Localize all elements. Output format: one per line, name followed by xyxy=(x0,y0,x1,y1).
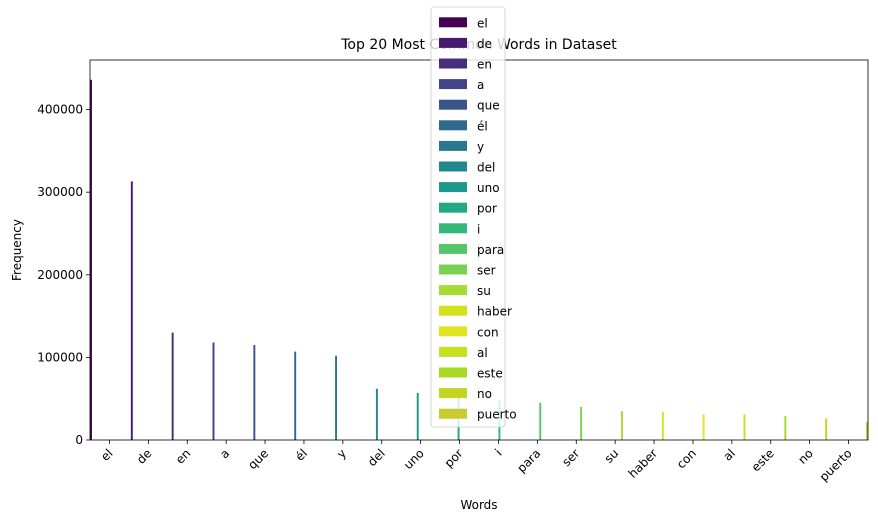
y-tick-label: 400000 xyxy=(37,103,83,117)
bar-este xyxy=(784,416,787,440)
bar-su xyxy=(620,411,623,440)
bar-que xyxy=(253,345,256,440)
legend-swatch xyxy=(439,182,467,193)
legend-swatch xyxy=(439,37,467,48)
y-tick-label: 200000 xyxy=(37,268,83,282)
legend-label: el xyxy=(477,16,488,30)
legend-swatch xyxy=(439,388,467,399)
legend-swatch xyxy=(439,285,467,296)
legend-label: no xyxy=(477,387,492,401)
bar-al xyxy=(743,414,746,440)
legend-label: de xyxy=(477,37,492,51)
legend-label: él xyxy=(477,119,488,133)
legend-label: haber xyxy=(477,305,512,319)
bar-puerto xyxy=(866,421,868,440)
legend-label: que xyxy=(477,99,500,113)
bar-para xyxy=(539,402,542,440)
legend-swatch xyxy=(439,161,467,172)
legend-label: a xyxy=(477,78,484,92)
x-axis-label: Words xyxy=(460,498,497,512)
bar-haber xyxy=(661,411,664,440)
bar-del xyxy=(375,388,378,440)
y-tick-label: 300000 xyxy=(37,185,83,199)
bar-ser xyxy=(580,406,583,440)
y-tick-label: 100000 xyxy=(37,350,83,364)
bar-de xyxy=(130,181,133,440)
legend-label: puerto xyxy=(477,408,517,422)
legend-label: su xyxy=(477,284,491,298)
bar-en xyxy=(171,332,174,440)
legend-label: por xyxy=(477,202,497,216)
legend-swatch xyxy=(439,202,467,213)
legend-swatch xyxy=(439,120,467,131)
legend-swatch xyxy=(439,264,467,275)
legend-label: ser xyxy=(477,264,496,278)
legend-swatch xyxy=(439,346,467,357)
legend-box xyxy=(430,6,506,428)
bar-el xyxy=(90,79,92,440)
legend-swatch xyxy=(439,99,467,110)
y-axis-label: Frequency xyxy=(10,219,24,281)
bar-y xyxy=(335,355,338,440)
legend-swatch xyxy=(439,408,467,419)
legend-swatch xyxy=(439,140,467,151)
legend-label: del xyxy=(477,161,495,175)
legend-label: este xyxy=(477,367,503,381)
legend-swatch xyxy=(439,223,467,234)
legend-swatch xyxy=(439,58,467,69)
legend-label: con xyxy=(477,325,499,339)
bar-a xyxy=(212,342,215,440)
bar-él xyxy=(294,351,297,440)
y-tick-label: 0 xyxy=(75,433,83,447)
legend-label: i xyxy=(477,222,480,236)
legend-swatch xyxy=(439,305,467,316)
legend-swatch xyxy=(439,367,467,378)
legend-swatch xyxy=(439,326,467,337)
legend-label: uno xyxy=(477,181,500,195)
legend-swatch xyxy=(439,17,467,28)
legend-swatch xyxy=(439,243,467,254)
bar-con xyxy=(702,414,705,440)
bar-uno xyxy=(416,392,419,440)
legend-label: para xyxy=(477,243,504,257)
legend: el de en a que él y del uno por i para ser su haber con… xyxy=(430,6,517,428)
legend-label: y xyxy=(477,140,484,154)
legend-swatch xyxy=(439,79,467,90)
bar-no xyxy=(825,418,828,440)
legend-label: en xyxy=(477,58,492,72)
legend-label: al xyxy=(477,346,488,360)
